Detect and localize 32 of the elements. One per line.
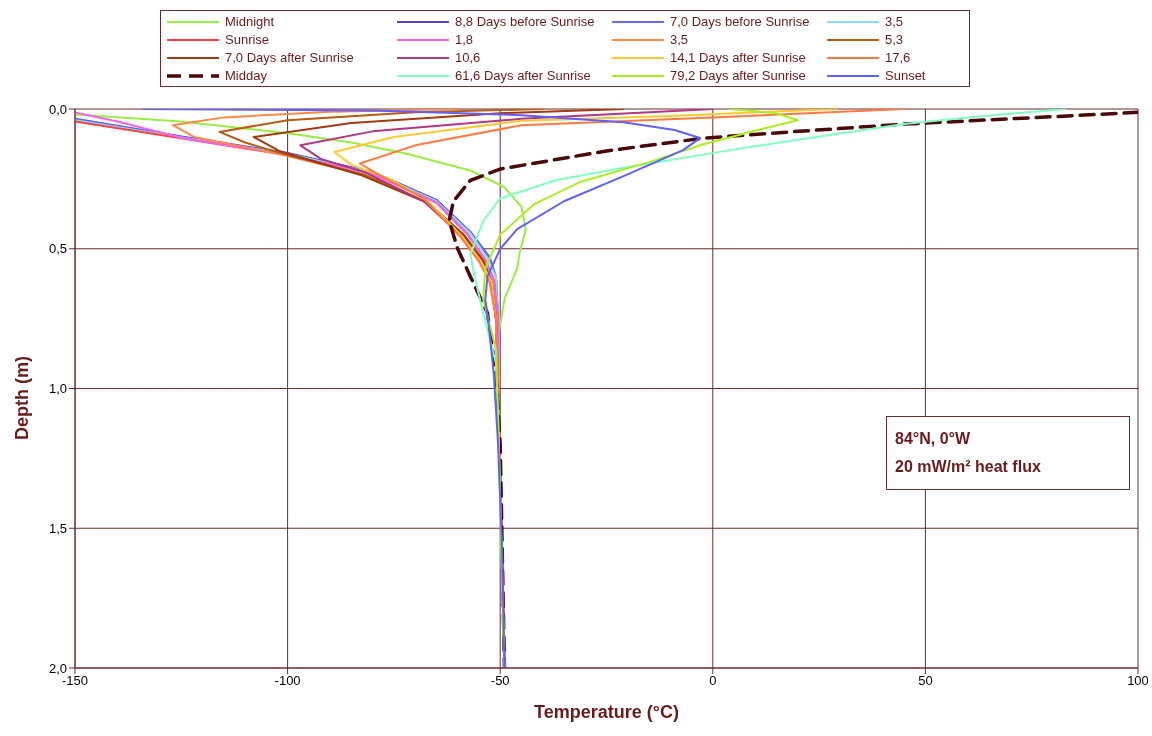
legend-label: 5,3 bbox=[885, 32, 904, 47]
legend-label: 8,8 Days before Sunrise bbox=[455, 14, 595, 29]
legend-label: Midday bbox=[225, 68, 267, 83]
x-tick-label: -100 bbox=[274, 673, 301, 689]
legend-label: 79,2 Days after Sunrise bbox=[670, 68, 806, 83]
legend-label: 17,6 bbox=[885, 50, 911, 65]
legend-label: 1,8 bbox=[455, 32, 474, 47]
x-tick-label: -150 bbox=[61, 673, 89, 689]
x-tick-label: 0 bbox=[709, 673, 717, 689]
y-axis-title: Depth (m) bbox=[12, 355, 33, 442]
x-tick-label: 50 bbox=[918, 673, 933, 689]
legend-label: 10,6 bbox=[455, 50, 481, 65]
y-tick-label: 0,0 bbox=[48, 101, 67, 117]
x-axis-title: Temperature (°C) bbox=[534, 702, 679, 722]
x-tick-label: 100 bbox=[1127, 673, 1149, 689]
legend-label: Sunrise bbox=[225, 32, 270, 47]
legend-label: Sunset bbox=[885, 68, 926, 83]
x-tick-label: -50 bbox=[490, 673, 510, 689]
legend-label: 3,5 bbox=[885, 14, 904, 29]
legend-label: 61,6 Days after Sunrise bbox=[455, 68, 591, 83]
y-tick-label: 1,0 bbox=[48, 381, 67, 397]
annotation: 84°N, 0°W bbox=[895, 430, 971, 447]
legend-label: 7,0 Days before Sunrise bbox=[670, 14, 810, 29]
y-tick-label: 1,5 bbox=[48, 520, 67, 536]
legend-label: 7,0 Days after Sunrise bbox=[225, 50, 354, 65]
annotation: 20 mW/m² heat flux bbox=[895, 458, 1041, 475]
note-box: 84°N, 0°W 20 mW/m² heat flux bbox=[886, 416, 1130, 490]
legend-label: Midnight bbox=[225, 14, 275, 29]
y-tick-label: 0,5 bbox=[48, 241, 67, 257]
legend-label: 14,1 Days after Sunrise bbox=[670, 50, 806, 65]
legend-label: 3,5 bbox=[670, 32, 689, 47]
y-tick-label: 2,0 bbox=[48, 660, 67, 676]
